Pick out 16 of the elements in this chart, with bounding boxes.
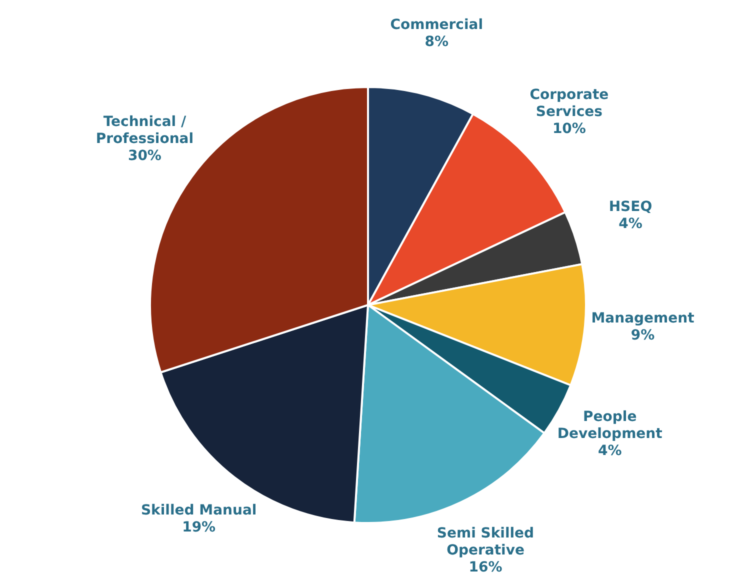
data-label: 8% [424, 34, 449, 50]
slice-label: Skilled Manual [140, 502, 257, 519]
slice-label: Corporate Services [530, 87, 609, 120]
slice-label: Semi Skilled Operative [436, 526, 534, 559]
slice-label: People Development [557, 408, 663, 442]
data-label: 10% [552, 121, 586, 138]
slice-label: Technical / Professional [96, 114, 194, 147]
data-label: 16% [468, 560, 502, 576]
data-label: 19% [182, 520, 216, 536]
data-label: 30% [128, 148, 162, 164]
data-label: 9% [630, 327, 655, 344]
data-label: 4% [598, 442, 622, 459]
slice-label: Commercial [390, 17, 484, 34]
slice-label: HSEQ [608, 199, 652, 216]
slice-label: Management [591, 310, 695, 326]
data-label: 4% [618, 216, 642, 232]
